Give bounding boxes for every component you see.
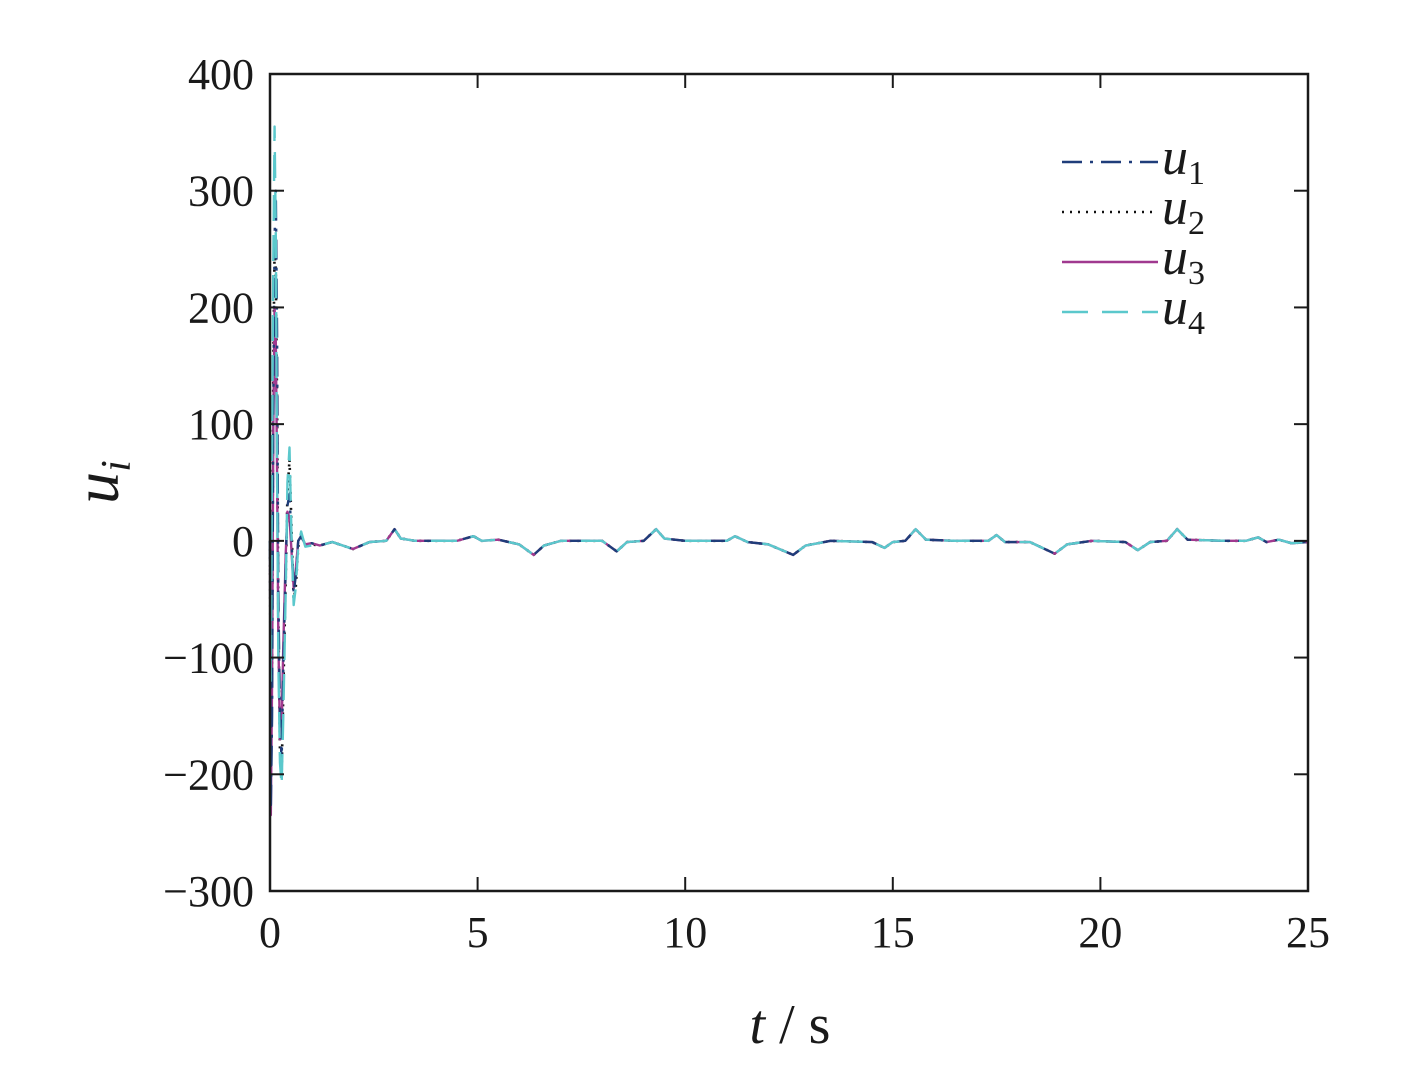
y-tick-label: 300	[188, 167, 254, 216]
y-axis-title-sub: i	[94, 460, 140, 472]
legend-label-u4: u4	[1162, 279, 1205, 342]
legend-label-u2: u2	[1162, 179, 1205, 242]
x-tick-label: 0	[259, 908, 281, 957]
tick-layer: 0 5 10 15 20 25 400 300 200 100 0 −100 −200 −300	[163, 50, 1330, 957]
y-axis-title: ui	[61, 460, 140, 504]
x-tick-label: 10	[663, 908, 707, 957]
series-layer	[268, 125, 1309, 817]
series-line-u1	[268, 189, 1309, 811]
y-tick-label: 100	[188, 400, 254, 449]
x-tick-label: 5	[467, 908, 489, 957]
y-tick-label: 400	[188, 50, 254, 99]
x-tick-label: 15	[871, 908, 915, 957]
x-axis-title: t / s	[750, 994, 831, 1056]
series-line-u2	[268, 247, 1309, 776]
y-tick-label: 200	[188, 283, 254, 332]
legend-label-u1: u1	[1162, 129, 1205, 192]
svg-text:ui: ui	[61, 460, 140, 504]
series-line-u4	[268, 125, 1309, 788]
x-axis-title-var: t	[750, 994, 767, 1056]
x-tick-label: 25	[1286, 908, 1330, 957]
legend-label-u3: u3	[1162, 229, 1205, 292]
y-tick-label: −200	[163, 750, 254, 799]
series-line-u3	[268, 306, 1309, 817]
y-axis-title-var: u	[61, 472, 132, 504]
plot-frame	[268, 72, 1310, 893]
x-axis-title-unit: / s	[765, 994, 830, 1056]
y-tick-label: −100	[163, 634, 254, 683]
y-tick-label: 0	[232, 517, 254, 566]
x-tick-label: 20	[1078, 908, 1122, 957]
y-tick-label: −300	[163, 867, 254, 916]
